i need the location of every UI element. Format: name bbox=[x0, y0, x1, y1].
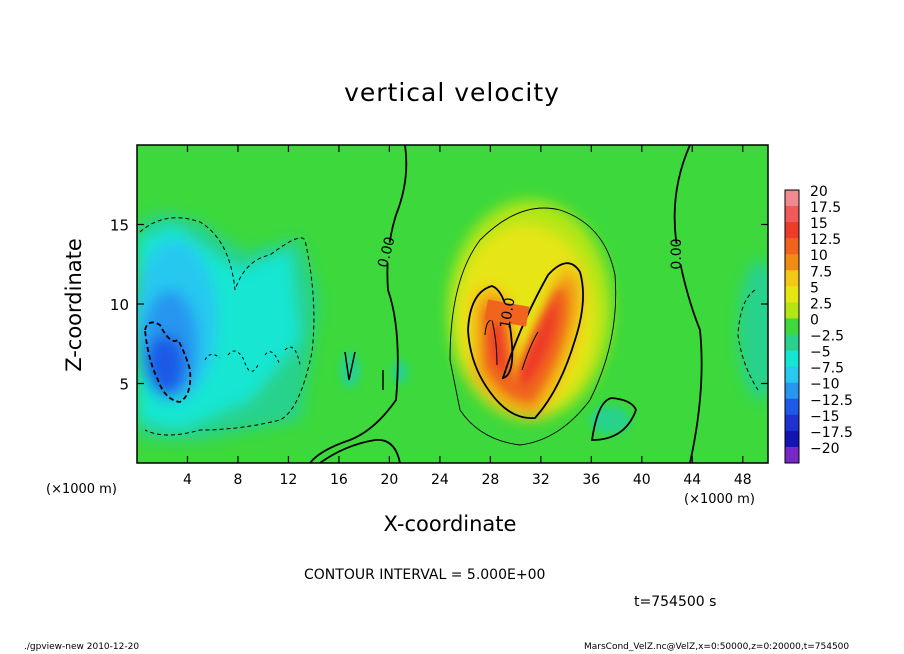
colorbar-swatch bbox=[785, 350, 799, 368]
colorbar-swatch bbox=[785, 398, 799, 416]
colorbar-label: −5 bbox=[810, 345, 831, 361]
contour-label-0: 0.00 bbox=[375, 235, 399, 269]
x-tick-label: 40 bbox=[633, 472, 651, 488]
time-text: t=754500 s bbox=[634, 594, 717, 610]
colorbar-label: 10 bbox=[810, 248, 828, 264]
y-axis-label-wrap: Z-coordinate bbox=[62, 171, 86, 372]
colorbar-swatch bbox=[785, 382, 799, 400]
footer-right: MarsCond_VelZ.nc@VelZ,x=0:50000,z=0:2000… bbox=[584, 642, 850, 652]
x-unit-label-right: (×1000 m) bbox=[684, 492, 755, 507]
colorbar-swatch bbox=[785, 190, 799, 207]
colorbar-swatch bbox=[785, 206, 799, 223]
colorbar-swatch bbox=[785, 430, 799, 448]
x-tick-label: 32 bbox=[532, 472, 550, 488]
colorbar-swatch bbox=[785, 286, 799, 303]
colorbar-label: 20 bbox=[810, 184, 828, 200]
x-axis: 4 8 12 16 20 24 28 32 36 40 44 48 bbox=[183, 145, 752, 488]
colorbar-swatch bbox=[785, 254, 799, 271]
contour-interval-text: CONTOUR INTERVAL = 5.000E+00 bbox=[304, 567, 546, 583]
colorbar-label: 12.5 bbox=[810, 232, 841, 248]
x-tick-label: 44 bbox=[683, 472, 701, 488]
colorbar-label: 15 bbox=[810, 216, 828, 232]
colorbar-label: 2.5 bbox=[810, 296, 832, 312]
colorbar-swatch bbox=[785, 334, 799, 352]
colorbar-label: 0 bbox=[810, 312, 819, 328]
colorbar-swatch bbox=[785, 270, 799, 287]
heatmap-field bbox=[137, 145, 768, 463]
colorbar-label: −2.5 bbox=[810, 329, 844, 345]
x-tick-label: 12 bbox=[280, 472, 298, 488]
y-tick-label: 10 bbox=[110, 296, 129, 314]
y-tick-label: 5 bbox=[119, 376, 129, 394]
colorbar: 2017.51512.5107.552.50−2.5−5−7.5−10−12.5… bbox=[784, 184, 853, 464]
colorbar-label: −15 bbox=[810, 409, 840, 425]
x-tick-label: 36 bbox=[582, 472, 600, 488]
x-tick-label: 4 bbox=[183, 472, 192, 488]
colorbar-frame bbox=[784, 189, 800, 464]
colorbar-swatch bbox=[785, 222, 799, 239]
colorbar-label: −12.5 bbox=[810, 393, 853, 409]
footer-left: ./gpview-new 2010-12-20 bbox=[24, 642, 140, 652]
x-axis-label: X-coordinate bbox=[383, 512, 517, 536]
colorbar-label: 7.5 bbox=[810, 264, 832, 280]
colorbar-label: −10 bbox=[810, 377, 840, 393]
x-tick-label: 48 bbox=[734, 472, 752, 488]
y-axis: 5 10 15 bbox=[110, 217, 768, 394]
contour-label-group: 0.00 0.00 10.0 bbox=[364, 235, 696, 330]
x-tick-label: 28 bbox=[481, 472, 499, 488]
x-unit-label-left: (×1000 m) bbox=[46, 482, 117, 497]
colorbar-swatch bbox=[785, 238, 799, 255]
x-tick-label: 8 bbox=[233, 472, 242, 488]
colorbar-swatch bbox=[785, 318, 799, 336]
contour-label-2: 10.0 bbox=[497, 296, 518, 329]
colorbar-swatch bbox=[785, 446, 799, 464]
chart-title: vertical velocity bbox=[344, 78, 560, 107]
x-tick-label: 16 bbox=[330, 472, 348, 488]
colorbar-swatch bbox=[785, 302, 799, 319]
contour-label-1: 0.00 bbox=[669, 238, 685, 269]
colorbar-label: −17.5 bbox=[810, 425, 853, 441]
colorbar-label: 5 bbox=[810, 280, 819, 296]
colorbar-label: 17.5 bbox=[810, 200, 841, 216]
colorbar-swatch bbox=[785, 414, 799, 432]
y-tick-label: 15 bbox=[110, 217, 129, 235]
y-axis-label: Z-coordinate bbox=[62, 238, 86, 372]
colorbar-label: −7.5 bbox=[810, 361, 844, 377]
x-tick-label: 20 bbox=[380, 472, 398, 488]
colorbar-swatch bbox=[785, 366, 799, 384]
colorbar-label: −20 bbox=[810, 441, 840, 457]
x-tick-label: 24 bbox=[431, 472, 449, 488]
